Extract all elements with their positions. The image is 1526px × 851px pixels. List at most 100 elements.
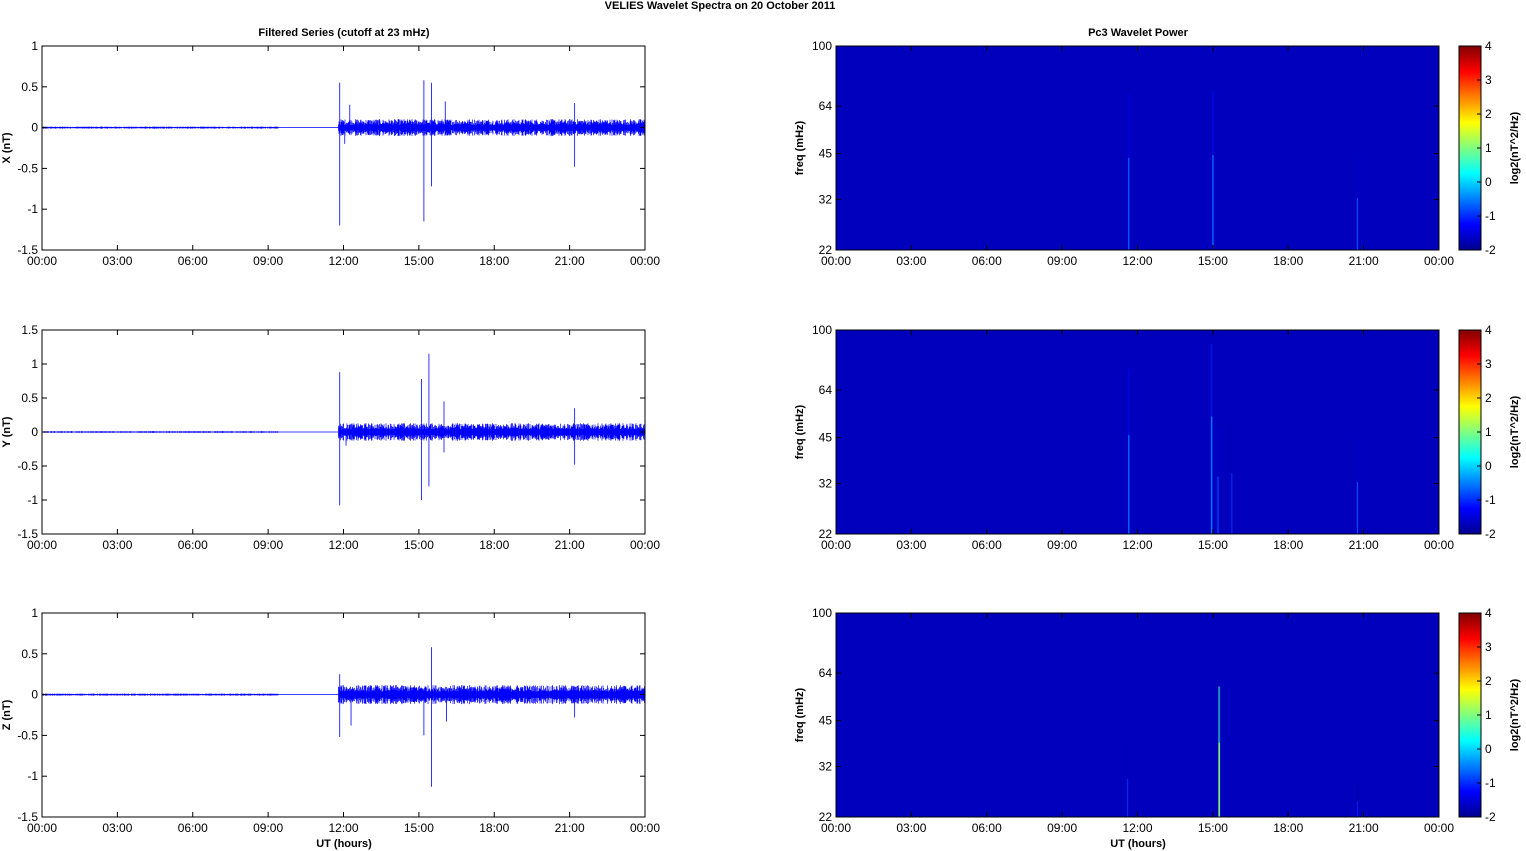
- wavelet-y-ytick-label: 45: [819, 431, 833, 445]
- figure-title: VELIES Wavelet Spectra on 20 October 201…: [605, 0, 836, 12]
- wavelet-y-colorbar-tick-label: 2: [1485, 391, 1492, 405]
- series-x-xtick-label: 12:00: [328, 254, 358, 268]
- left-column-title: Filtered Series (cutoff at 23 mHz): [258, 27, 429, 39]
- wavelet-x-ytick-label: 22: [819, 243, 833, 257]
- wavelet-x-colorbar-tick-label: 0: [1485, 175, 1492, 189]
- wavelet-y-ytick-label: 32: [819, 477, 833, 491]
- series-x-xtick-label: 18:00: [479, 254, 509, 268]
- wavelet-z-xtick-label: 03:00: [896, 821, 926, 835]
- series-y-ytick-label: -0.5: [17, 459, 38, 473]
- wavelet-y-colorbar-tick-label: 0: [1485, 459, 1492, 473]
- wavelet-y-xtick-label: 15:00: [1198, 538, 1228, 552]
- series-z-ytick-label: -1.5: [17, 810, 38, 824]
- wavelet-x-colorbar-label: log2(nT^2/Hz): [1509, 111, 1521, 184]
- wavelet-x-xtick-label: 03:00: [896, 254, 926, 268]
- series-y-trace-segment: [338, 423, 646, 441]
- series-z-xtick-label: 00:00: [27, 821, 57, 835]
- series-x-panel: 10.50-0.5-1-1.500:00 03:00 06:00 09:00 12:00…: [1, 39, 660, 268]
- wavelet-z-xtick-label: 18:00: [1273, 821, 1303, 835]
- series-x-xtick-label: 09:00: [253, 254, 283, 268]
- wavelet-x-xtick-label: 09:00: [1047, 254, 1077, 268]
- wavelet-y-colorbar-tick-label: 3: [1485, 357, 1492, 371]
- wavelet-z-power-streak-core: [1356, 801, 1359, 817]
- series-y-xtick-label: 15:00: [404, 538, 434, 552]
- series-x-xtick-label: 00:00: [630, 254, 660, 268]
- wavelet-x-ylabel: freq (mHz): [794, 120, 806, 175]
- wavelet-y-xtick-label: 18:00: [1273, 538, 1303, 552]
- series-y-xtick-label: 18:00: [479, 538, 509, 552]
- wavelet-z-ytick-label: 100: [812, 606, 832, 620]
- series-x-xtick-label: 15:00: [404, 254, 434, 268]
- series-x-ytick-label: -1: [27, 202, 38, 216]
- series-z-trace-segment: [338, 685, 646, 705]
- series-x-ytick-label: -0.5: [17, 161, 38, 175]
- series-y-ytick-label: -1.5: [17, 527, 38, 541]
- wavelet-x-heatmap-background: [836, 46, 1439, 250]
- series-z-xtick-label: 09:00: [253, 821, 283, 835]
- wavelet-x-xtick-label: 06:00: [972, 254, 1002, 268]
- series-y-xtick-label: 09:00: [253, 538, 283, 552]
- wavelet-y-colorbar-tick-label: -1: [1485, 493, 1496, 507]
- left-xlabel: UT (hours): [316, 838, 372, 850]
- series-y-xtick-label: 03:00: [102, 538, 132, 552]
- wavelet-z-xtick-label: 06:00: [972, 821, 1002, 835]
- wavelet-y-xtick-label: 00:00: [821, 538, 851, 552]
- wavelet-z-ytick-label: 45: [819, 714, 833, 728]
- series-z-xtick-label: 18:00: [479, 821, 509, 835]
- wavelet-y-power-streak-core: [1356, 482, 1359, 534]
- wavelet-y-colorbar-label: log2(nT^2/Hz): [1509, 395, 1521, 468]
- wavelet-x-ytick-label: 45: [819, 147, 833, 161]
- series-x-ytick-label: -1.5: [17, 243, 38, 257]
- wavelet-y-power-streak-core: [1211, 416, 1213, 534]
- series-z-plot-area: [42, 613, 645, 817]
- series-x-trace-segment: [338, 119, 646, 137]
- wavelet-z-colorbar-tick-label: 0: [1485, 742, 1492, 756]
- series-z-ytick-label: 1: [31, 606, 38, 620]
- wavelet-z-xtick-label: 09:00: [1047, 821, 1077, 835]
- series-x-ytick-label: 0.5: [21, 80, 38, 94]
- wavelet-x-xtick-label: 12:00: [1122, 254, 1152, 268]
- series-z-xtick-label: 12:00: [328, 821, 358, 835]
- wavelet-y-colorbar-tick-label: 1: [1485, 425, 1492, 439]
- wavelet-z-ylabel: freq (mHz): [794, 687, 806, 742]
- series-y-ytick-label: 0: [31, 425, 38, 439]
- wavelet-x-power-streak-core: [1356, 198, 1359, 250]
- wavelet-z-power-streak: [1356, 784, 1359, 817]
- series-z-xtick-label: 15:00: [404, 821, 434, 835]
- wavelet-x-colorbar-tick-label: -1: [1485, 209, 1496, 223]
- series-y-xtick-label: 21:00: [555, 538, 585, 552]
- wavelet-y-colorbar-tick-label: -2: [1485, 527, 1496, 541]
- series-z-ytick-label: 0: [31, 688, 38, 702]
- wavelet-y-power-streak-core: [1128, 435, 1130, 534]
- wavelet-z-heatmap-background: [836, 613, 1439, 817]
- wavelet-x-colorbar-tick-label: 1: [1485, 141, 1492, 155]
- series-x-plot-area: [42, 46, 645, 250]
- wavelet-z-xtick-label: 12:00: [1122, 821, 1152, 835]
- series-z-xtick-label: 00:00: [630, 821, 660, 835]
- series-z-xtick-label: 06:00: [178, 821, 208, 835]
- wavelet-y-xtick-label: 06:00: [972, 538, 1002, 552]
- wavelet-y-xtick-label: 09:00: [1047, 538, 1077, 552]
- wavelet-y-ytick-label: 22: [819, 527, 833, 541]
- series-z-ytick-label: 0.5: [21, 647, 38, 661]
- wavelet-y-xtick-label: 12:00: [1122, 538, 1152, 552]
- wavelet-z-ytick-label: 32: [819, 760, 833, 774]
- wavelet-z-colorbar-tick-label: 2: [1485, 674, 1492, 688]
- wavelet-y-ylabel: freq (mHz): [794, 404, 806, 459]
- wavelet-x-ytick-label: 32: [819, 193, 833, 207]
- series-y-panel: 1.510.50-0.5-1-1.500:00 03:00 06:00 09:00 12…: [1, 323, 660, 552]
- series-y-ylabel: Y (nT): [1, 416, 13, 447]
- wavelet-x-xtick-label: 18:00: [1273, 254, 1303, 268]
- wavelet-x-colorbar-tick-label: 4: [1485, 39, 1492, 53]
- wavelet-x-xtick-label: 15:00: [1198, 254, 1228, 268]
- wavelet-y-colorbar-tick-label: 4: [1485, 323, 1492, 337]
- wavelet-x-ytick-label: 64: [819, 99, 833, 113]
- series-z-ytick-label: -0.5: [17, 728, 38, 742]
- wavelet-z-ytick-label: 22: [819, 810, 833, 824]
- right-xlabel: UT (hours): [1110, 838, 1166, 850]
- series-x-ytick-label: 0: [31, 121, 38, 135]
- series-x-xtick-label: 06:00: [178, 254, 208, 268]
